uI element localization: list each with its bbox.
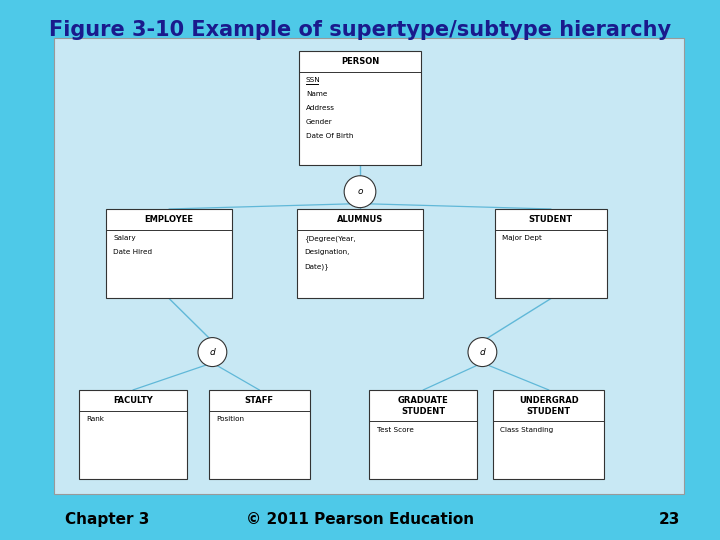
Text: Date Hired: Date Hired [114,249,153,255]
Text: Rank: Rank [86,416,104,422]
Text: Date Of Birth: Date Of Birth [306,133,354,139]
Text: d: d [480,348,485,356]
Text: o: o [357,187,363,196]
Text: STUDENT: STUDENT [528,215,573,224]
FancyBboxPatch shape [492,390,605,480]
Text: Figure 3-10 Example of supertype/subtype hierarchy: Figure 3-10 Example of supertype/subtype… [49,19,671,40]
Text: EMPLOYEE: EMPLOYEE [145,215,194,224]
Ellipse shape [344,176,376,208]
Text: Salary: Salary [114,235,136,241]
Text: UNDERGRAD
STUDENT: UNDERGRAD STUDENT [519,396,578,415]
Text: Class Standing: Class Standing [500,427,553,433]
Text: Gender: Gender [306,119,333,125]
Text: Chapter 3: Chapter 3 [65,512,149,527]
FancyBboxPatch shape [297,209,423,298]
FancyBboxPatch shape [79,390,187,480]
Text: d: d [210,348,215,356]
Ellipse shape [468,338,497,367]
FancyBboxPatch shape [107,209,232,298]
Text: SSN: SSN [306,77,320,83]
Text: Designation,: Designation, [304,249,350,255]
Text: GRADUATE
STUDENT: GRADUATE STUDENT [398,396,449,415]
Text: Address: Address [306,105,335,111]
Text: © 2011 Pearson Education: © 2011 Pearson Education [246,512,474,527]
Text: Test Score: Test Score [377,427,413,433]
FancyBboxPatch shape [299,51,421,165]
Text: Position: Position [216,416,244,422]
Ellipse shape [198,338,227,367]
Text: {Degree(Year,: {Degree(Year, [304,235,356,242]
Text: ALUMNUS: ALUMNUS [337,215,383,224]
Text: PERSON: PERSON [341,57,379,66]
Text: FACULTY: FACULTY [113,396,153,405]
FancyBboxPatch shape [369,390,477,480]
Text: 23: 23 [659,512,680,527]
FancyBboxPatch shape [209,390,310,480]
FancyBboxPatch shape [54,38,684,494]
FancyBboxPatch shape [495,209,606,298]
Text: Major Dept: Major Dept [503,235,542,241]
Text: Name: Name [306,91,328,97]
Text: STAFF: STAFF [245,396,274,405]
Text: Date)}: Date)} [304,263,329,270]
